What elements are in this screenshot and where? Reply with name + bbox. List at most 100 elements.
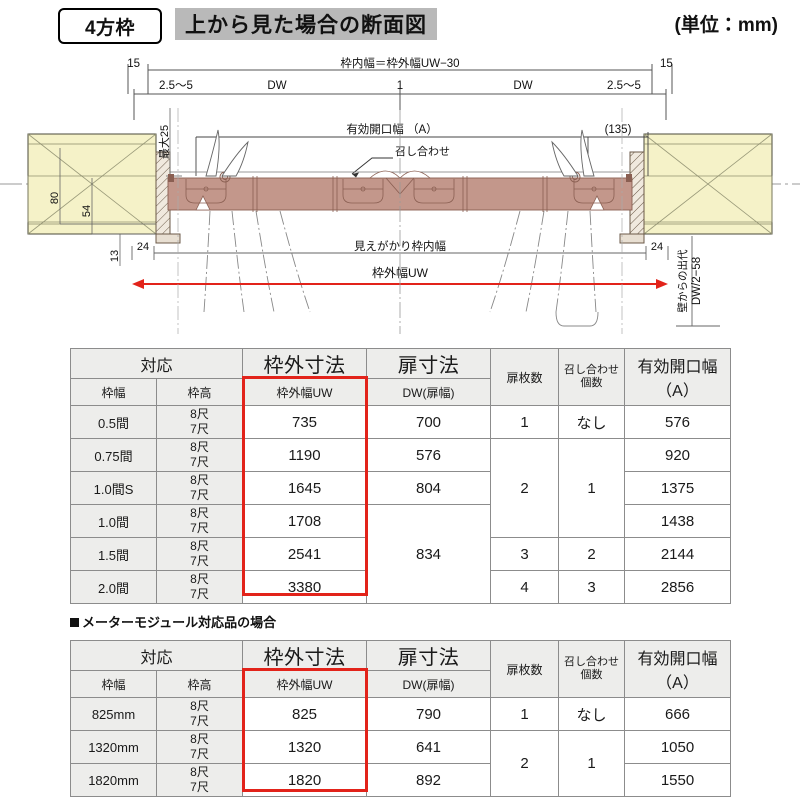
cell-a: 1438 [624, 504, 731, 538]
table-row: 1.0間S 8尺 7尺 1645 804 1375 [70, 471, 731, 505]
table-row: 1.0間 8尺 7尺 1708 834 1438 [70, 504, 731, 604]
shaku-7: 7尺 [157, 747, 242, 762]
cell-wakuhaba: 1.0間 [70, 504, 157, 538]
shaku-8: 8尺 [157, 732, 242, 747]
dim-inner-width-label: 枠内幅＝枠外幅UW−30 [340, 56, 459, 70]
shaku-8: 8尺 [157, 699, 242, 714]
th-tobira-maisuu: 扉枚数 [490, 640, 559, 698]
dim-wall-offset-value: DW/2−58 [691, 257, 703, 305]
bullet-square-icon [70, 618, 79, 627]
shaku-7: 7尺 [157, 714, 242, 729]
dim-dw-right: DW [513, 80, 532, 92]
th-yuukou-kaikou: 有効開口幅 （A） [624, 640, 731, 698]
dim-gap-left: 2.5〜5 [159, 80, 193, 92]
th-tobira-maisuu: 扉枚数 [490, 348, 559, 406]
th-meshiawase-kosuu: 召し合わせ 個数 [558, 348, 625, 406]
shaku-8: 8尺 [157, 572, 242, 587]
table-row: 0.5間 8尺 7尺 735 700 1 なし 576 [70, 405, 731, 439]
dim-dw-chain [133, 89, 667, 120]
cell-uw: 1645 [242, 471, 367, 505]
th-wakugai-sunpou: 枠外寸法 [242, 640, 367, 671]
cell-wakuhaba: 1.5間 [70, 537, 157, 571]
table2-heading-text: メーターモジュール対応品の場合 [82, 615, 277, 630]
th-yuukou-kaikou: 有効開口幅 （A） [624, 348, 731, 406]
dim-uw-label: 枠外幅UW [372, 265, 429, 280]
cell-uw: 1190 [242, 438, 367, 472]
cell-uw: 1708 [242, 504, 367, 538]
shaku-7: 7尺 [157, 455, 242, 470]
header: 4方枠 上から見た場合の断面図 (単位：mm) [0, 0, 800, 48]
th-meshiawase-line1: 召し合わせ [564, 656, 619, 669]
dim-15-left: 15 [127, 58, 140, 70]
th-dw-tobirahaba: DW(扉幅) [366, 378, 491, 406]
shaku-8: 8尺 [157, 407, 242, 422]
dim-effective-opening-label: 有効開口幅 （A） [346, 122, 437, 136]
cell-maisuu: 3 [490, 537, 559, 571]
shaku-8: 8尺 [157, 765, 242, 780]
th-wakugai-uw: 枠外幅UW [242, 378, 367, 406]
th-meshiawase-line2: 個数 [580, 377, 603, 389]
th-wakugai-uw: 枠外幅UW [242, 670, 367, 698]
cell-meshi: 2 [558, 537, 625, 571]
dim-54: 54 [81, 205, 93, 217]
frame-type-badge: 4方枠 [58, 8, 162, 44]
cell-wakudaka: 8尺 7尺 [156, 763, 243, 797]
cell-wakudaka: 8尺 7尺 [156, 537, 243, 571]
dim-24-right: 24 [651, 241, 663, 253]
cell-wakuhaba: 2.0間 [70, 570, 157, 604]
cell-dw: 641 [366, 730, 491, 764]
cell-meshi: なし [558, 405, 625, 439]
cell-wakudaka: 8尺 7尺 [156, 570, 243, 604]
door-leaf-outlines [205, 129, 595, 177]
th-yuukou-line1: 有効開口幅 [637, 651, 718, 668]
th-taiou: 対応 [70, 348, 243, 379]
cell-wakudaka: 8尺 7尺 [156, 471, 243, 505]
spec-table-standard: 対応 枠外寸法 扉寸法 扉枚数 召し合わせ 個数 有効開口幅 （A） 枠幅 枠高 [70, 348, 731, 604]
dim-dw-left: DW [267, 80, 286, 92]
table1-container: 対応 枠外寸法 扉寸法 扉枚数 召し合わせ 個数 有効開口幅 （A） 枠幅 枠高 [70, 348, 731, 604]
table-row: 0.75間 8尺 7尺 1190 576 2 1 920 [70, 438, 731, 538]
dim-wall-offset-label: 壁からの出代 [677, 249, 689, 312]
shaku-7: 7尺 [157, 780, 242, 795]
th-meshiawase-kosuu: 召し合わせ 個数 [558, 640, 625, 698]
cell-maisuu: 2 [490, 730, 559, 797]
th-wakuhaba: 枠幅 [70, 378, 157, 406]
dim-gap-right: 2.5〜5 [607, 80, 641, 92]
dim-24-left: 24 [137, 241, 149, 253]
cell-wakuhaba: 825mm [70, 697, 157, 731]
dim-13: 13 [109, 250, 121, 262]
th-tobira-sunpou: 扉寸法 [366, 640, 491, 671]
table-row: 1820mm 8尺 7尺 1820 892 1550 [70, 763, 731, 797]
th-yuukou-line2: （A） [656, 675, 699, 692]
cell-wakudaka: 8尺 7尺 [156, 504, 243, 538]
dim-135: (135) [605, 124, 632, 136]
cell-uw: 735 [242, 405, 367, 439]
cell-dw: 892 [366, 763, 491, 797]
dim-wall-offset [676, 236, 720, 327]
shaku-7: 7尺 [157, 422, 242, 437]
cell-wakuhaba: 1320mm [70, 730, 157, 764]
dim-80: 80 [49, 192, 61, 204]
cell-dw: 834 [366, 504, 491, 604]
cell-wakuhaba: 0.5間 [70, 405, 157, 439]
cell-maisuu: 1 [490, 405, 559, 439]
cell-maisuu: 2 [490, 438, 559, 538]
dim-miegakari [131, 246, 669, 260]
cell-maisuu: 4 [490, 570, 559, 604]
dim-inner-width [127, 64, 673, 94]
shaku-8: 8尺 [157, 539, 242, 554]
cell-a: 1550 [624, 763, 731, 797]
th-meshiawase-line2: 個数 [580, 669, 603, 681]
cell-uw: 2541 [242, 537, 367, 571]
th-dw-tobirahaba: DW(扉幅) [366, 670, 491, 698]
th-yuukou-line2: （A） [656, 383, 699, 400]
cell-wakuhaba: 0.75間 [70, 438, 157, 472]
table-row: 825mm 8尺 7尺 825 790 1 なし 666 [70, 697, 731, 731]
cross-section-diagram: 枠内幅＝枠外幅UW−30 15 15 2.5〜5 DW 1 DW 2.5〜5 [0, 56, 800, 334]
unit-note: (単位：mm) [674, 15, 778, 36]
cell-wakudaka: 8尺 7尺 [156, 405, 243, 439]
cell-wakudaka: 8尺 7尺 [156, 697, 243, 731]
cell-meshi: 1 [558, 438, 625, 538]
cell-wakudaka: 8尺 7尺 [156, 730, 243, 764]
